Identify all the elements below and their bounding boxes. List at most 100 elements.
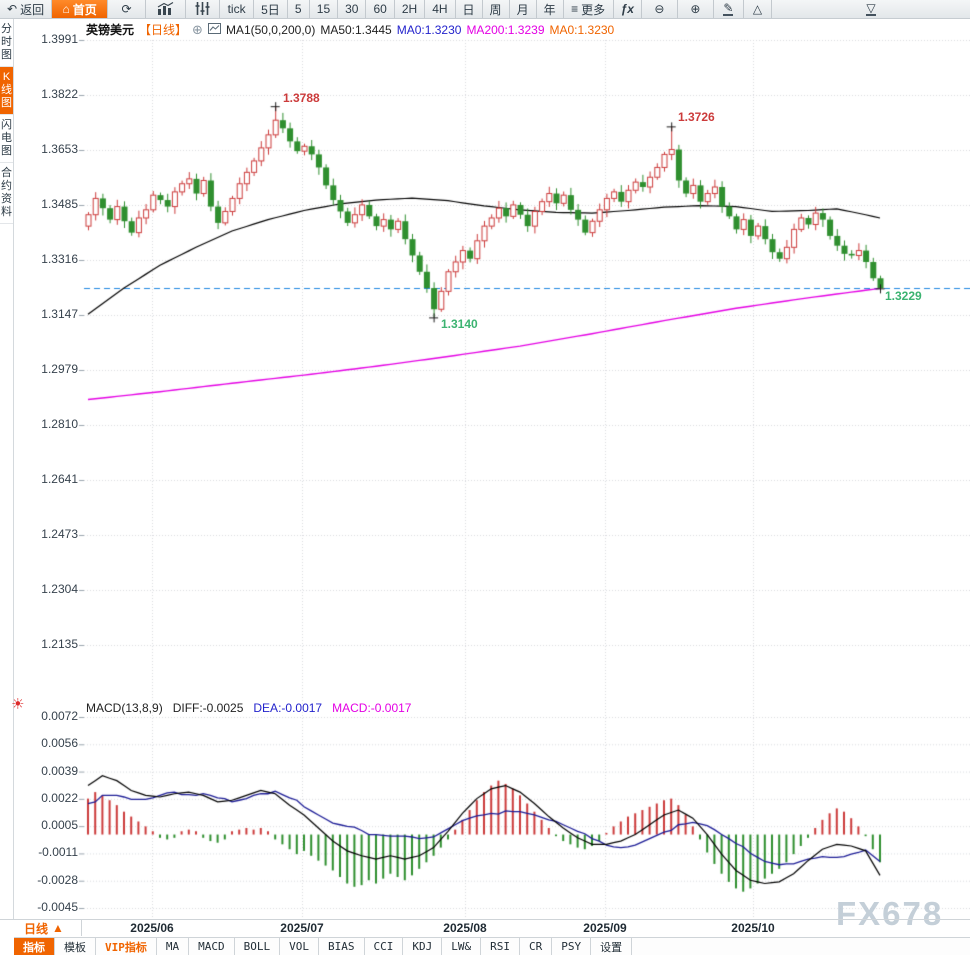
ma200-value: MA200:1.3239 <box>466 22 545 37</box>
refresh-icon: ⟳ <box>121 2 132 16</box>
more-button[interactable]: ≡ 更多 <box>563 0 614 18</box>
symbol-name: 英镑美元 <box>86 23 135 37</box>
mini-chart-icon[interactable] <box>207 22 221 37</box>
period-day-button[interactable]: 日 <box>455 0 483 18</box>
sidebar-item-timeline-chart[interactable]: 分时图 <box>0 19 13 67</box>
y-axis-label: 1.3653 <box>41 142 78 156</box>
sliders-icon <box>195 1 210 17</box>
tab-template[interactable]: 模板 <box>55 938 96 955</box>
top-toolbar: ↶ 返回 ⌂ 首页 ⟳ tick 5日 5 15 30 60 2H 4H 日 周… <box>0 0 970 19</box>
draw-button[interactable]: ✎ <box>713 0 744 18</box>
back-arrow-icon: ↶ <box>7 2 18 16</box>
period-week-button[interactable]: 周 <box>482 0 510 18</box>
macd-axis-label: 0.0039 <box>41 764 78 778</box>
zoom-out-icon: ⊖ <box>654 2 665 16</box>
y-axis-label: 1.2473 <box>41 527 78 541</box>
home-icon: ⌂ <box>62 2 70 16</box>
high-annotation: 1.3726 <box>678 110 715 124</box>
ma0-blue-value: MA0:1.3230 <box>396 22 462 37</box>
triangle-up-icon: ▲ <box>52 921 64 935</box>
sidebar-item-contract-info[interactable]: 合约资料 <box>0 163 13 224</box>
tab-vip-indicator[interactable]: VIP指标 <box>96 938 157 955</box>
y-axis-label: 1.3991 <box>41 32 78 46</box>
pencil-icon: ✎ <box>723 1 734 16</box>
y-axis-label: 1.2304 <box>41 582 78 596</box>
y-axis-label: 1.3316 <box>41 252 78 266</box>
zoom-out-button[interactable]: ⊖ <box>641 0 678 18</box>
fx678-watermark: FX678 <box>836 895 944 932</box>
sidebar-item-kline-chart[interactable]: K线图 <box>0 67 13 115</box>
scroll-up-button[interactable]: △ <box>743 0 772 18</box>
ma0-orange-value: MA0:1.3230 <box>549 22 615 37</box>
period-15min-button[interactable]: 15 <box>309 0 339 18</box>
tab-rsi[interactable]: RSI <box>481 938 520 955</box>
macd-axis-label: -0.0011 <box>38 845 78 859</box>
tab-bias[interactable]: BIAS <box>319 938 365 955</box>
y-axis-label: 1.3822 <box>41 87 78 101</box>
macd-axis-label: -0.0045 <box>37 900 78 914</box>
tab-ma[interactable]: MA <box>156 938 190 955</box>
macd-axis-label: 0.0056 <box>41 736 78 750</box>
x-axis-label: 2025/06 <box>130 921 174 935</box>
ma50-value: MA50:1.3445 <box>320 22 392 37</box>
indicator-tab-bar: 指标 模板 VIP指标 MA MACD BOLL VOL BIAS CCI KD… <box>14 937 970 955</box>
tab-lw[interactable]: LW& <box>442 938 482 955</box>
sidebar-item-flash-chart[interactable]: 闪电图 <box>0 115 13 163</box>
tab-boll[interactable]: BOLL <box>234 938 281 955</box>
tab-macd[interactable]: MACD <box>189 938 235 955</box>
high-annotation: 1.3788 <box>283 91 320 105</box>
kline-view-button[interactable] <box>146 0 187 18</box>
tab-vol[interactable]: VOL <box>280 938 319 955</box>
period-tick-button[interactable]: tick <box>220 0 255 18</box>
period-2h-button[interactable]: 2H <box>394 0 426 18</box>
ma-settings-label: MA1(50,0,200,0) <box>225 22 316 37</box>
macd-title: MACD(13,8,9) <box>86 701 163 715</box>
tab-cr[interactable]: CR <box>520 938 553 955</box>
refresh-button[interactable]: ⟳ <box>108 0 147 18</box>
tab-psy[interactable]: PSY <box>552 938 592 955</box>
hamburger-icon: ≡ <box>571 2 579 16</box>
macd-axis-label: 0.0072 <box>41 709 78 723</box>
back-button[interactable]: ↶ 返回 <box>0 0 53 18</box>
tab-indicator[interactable]: 指标 <box>14 938 55 955</box>
period-60min-button[interactable]: 60 <box>366 0 395 18</box>
macd-axis-label: 0.0005 <box>41 818 78 832</box>
tab-cci[interactable]: CCI <box>364 938 404 955</box>
home-button[interactable]: ⌂ 首页 <box>52 0 109 18</box>
period-4h-button[interactable]: 4H <box>425 0 456 18</box>
x-axis-separator <box>0 919 970 920</box>
close-annotation: 1.3229 <box>885 289 922 303</box>
bar-chart-icon <box>157 1 174 17</box>
x-axis-label: 2025/10 <box>731 921 775 935</box>
macd-axis-label: -0.0028 <box>37 873 78 887</box>
period-5day-button[interactable]: 5日 <box>254 0 288 18</box>
x-axis-label: 2025/07 <box>280 921 324 935</box>
period-5min-button[interactable]: 5 <box>287 0 310 18</box>
period-30min-button[interactable]: 30 <box>338 0 367 18</box>
triangle-up-icon: △ <box>752 2 763 16</box>
y-axis-label: 1.2135 <box>41 637 78 651</box>
low-annotation: 1.3140 <box>441 317 478 331</box>
y-axis-label: 1.2979 <box>41 362 78 376</box>
indicator-settings-sun-icon[interactable]: ☀ <box>11 696 25 713</box>
period-dropdown[interactable]: 日线 ▲ <box>14 920 82 936</box>
zoom-in-icon: ⊕ <box>690 2 701 16</box>
y-axis-label: 1.2641 <box>41 472 78 486</box>
macd-value: MACD:-0.0017 <box>332 701 412 715</box>
add-indicator-icon[interactable]: ⊕ <box>192 22 203 37</box>
period-tag: 【日线】 <box>139 23 188 37</box>
scroll-down-button[interactable]: ▽ <box>771 0 970 18</box>
x-axis-label: 2025/08 <box>443 921 487 935</box>
tab-kdj[interactable]: KDJ <box>403 938 443 955</box>
period-year-button[interactable]: 年 <box>536 0 564 18</box>
formula-button[interactable]: ƒx <box>613 0 642 18</box>
zoom-in-button[interactable]: ⊕ <box>677 0 714 18</box>
period-month-button[interactable]: 月 <box>509 0 537 18</box>
macd-header: MACD(13,8,9) DIFF:-0.0025 DEA:-0.0017 MA… <box>86 701 411 715</box>
x-axis-label: 2025/09 <box>583 921 627 935</box>
macd-dea-value: DEA:-0.0017 <box>253 701 323 715</box>
tab-settings[interactable]: 设置 <box>591 938 633 955</box>
indicator-view-button[interactable] <box>186 0 221 18</box>
triangle-down-icon: ▽ <box>866 1 876 16</box>
